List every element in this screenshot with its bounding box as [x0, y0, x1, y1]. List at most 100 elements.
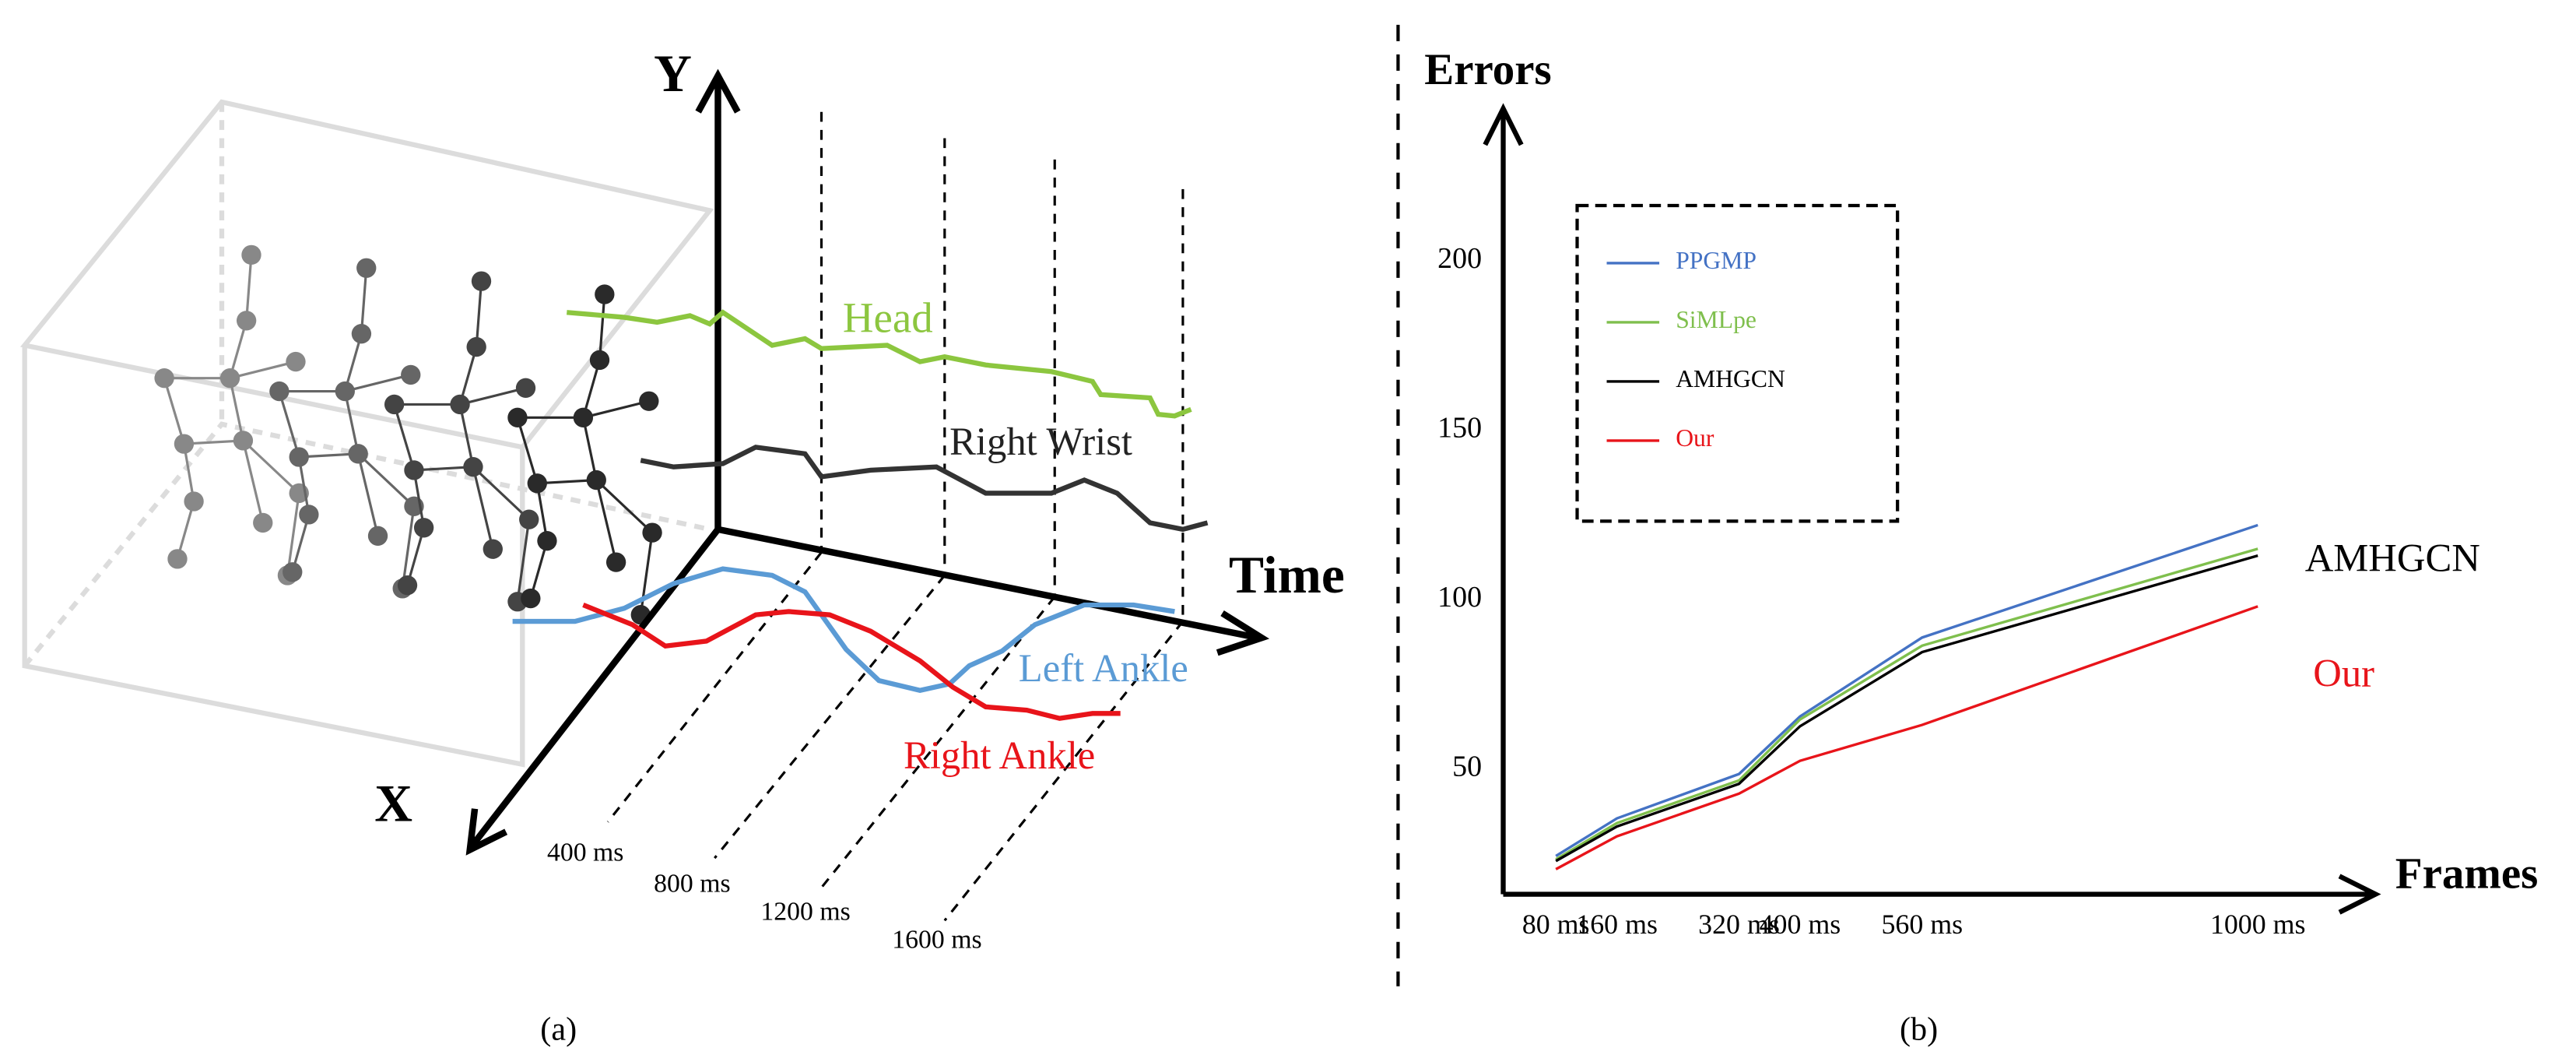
x-axis — [465, 527, 721, 856]
bone — [472, 466, 494, 550]
joint — [174, 434, 195, 454]
joint — [253, 512, 273, 533]
y-axis — [1483, 103, 1524, 895]
joint — [639, 391, 659, 411]
joint — [404, 460, 424, 480]
joint-label: Left Ankle — [1019, 646, 1188, 690]
joint — [351, 324, 372, 344]
bone — [581, 417, 598, 480]
joint — [589, 350, 610, 371]
legend-label: PPGMP — [1676, 247, 1757, 274]
legend-label: AMHGCN — [1676, 365, 1785, 392]
bone — [459, 386, 526, 406]
bone — [278, 391, 300, 458]
axis-label: Time — [1229, 546, 1345, 604]
joint — [483, 539, 503, 559]
axis-label: Y — [654, 44, 692, 103]
bone — [401, 506, 416, 589]
bone — [184, 439, 244, 445]
joint — [184, 491, 204, 512]
bone — [583, 399, 650, 419]
joint — [507, 407, 528, 428]
joint — [241, 244, 261, 266]
series-line — [1555, 554, 2258, 863]
bone — [163, 378, 185, 445]
caption: (b) — [1900, 1011, 1938, 1048]
joint — [384, 394, 405, 415]
bone — [343, 391, 360, 455]
annotation: AMHGCN — [2305, 536, 2480, 580]
bone — [299, 452, 359, 459]
legend-label: SiMLpe — [1676, 306, 1757, 333]
bone — [529, 540, 549, 599]
joint — [642, 522, 662, 543]
skeletons — [154, 244, 662, 625]
x-axis — [1503, 874, 2381, 915]
bone — [245, 255, 253, 321]
y-axis — [695, 69, 741, 529]
bone — [475, 281, 483, 347]
head-trajectory — [567, 309, 1192, 419]
bone — [230, 360, 297, 380]
bone — [291, 514, 311, 573]
y-tick-label: 100 — [1437, 581, 1482, 614]
bone — [595, 480, 618, 563]
time-guide — [714, 574, 946, 860]
x-tick-label: 1000 ms — [2210, 909, 2306, 940]
joint — [219, 368, 240, 389]
bone — [458, 346, 478, 405]
bone — [357, 452, 416, 508]
bone — [537, 478, 597, 485]
bone — [356, 453, 380, 536]
joint-label: Right Ankle — [904, 733, 1095, 777]
joint — [515, 378, 536, 399]
axis-label: X — [374, 774, 412, 832]
bone — [405, 527, 426, 586]
left-ankle-trajectory — [512, 566, 1175, 694]
box-front — [22, 345, 525, 768]
joint — [413, 518, 434, 538]
legend-box — [1575, 203, 1900, 523]
time-guide — [943, 621, 1184, 922]
legend-label: Our — [1676, 424, 1714, 452]
caption: (a) — [540, 1011, 577, 1048]
x-tick-label: 560 ms — [1881, 909, 1963, 940]
time-axis — [717, 526, 1270, 656]
time-label: 400 ms — [547, 839, 624, 867]
bone — [581, 360, 602, 418]
time-guide — [820, 596, 1056, 889]
joint — [167, 549, 188, 569]
joint — [356, 258, 377, 278]
bone — [176, 501, 195, 560]
joint — [527, 473, 547, 494]
bone — [393, 404, 416, 471]
joint — [595, 284, 615, 304]
joint — [586, 469, 606, 491]
bone — [344, 373, 412, 393]
bone — [343, 333, 363, 392]
joint — [537, 531, 557, 551]
joint — [154, 368, 174, 389]
bone — [229, 320, 248, 379]
annotation: Our — [2313, 652, 2374, 695]
x-tick-label: 160 ms — [1576, 909, 1658, 940]
joint — [348, 444, 368, 464]
joint — [233, 431, 254, 451]
joint — [299, 505, 319, 525]
joint-label: Head — [843, 294, 933, 342]
box-edge — [23, 421, 711, 668]
bone — [516, 417, 539, 484]
time-label: 800 ms — [654, 870, 731, 898]
time-guide — [606, 551, 823, 823]
y-axis-label: Errors — [1424, 45, 1552, 94]
trajectories — [512, 309, 1209, 721]
bone — [286, 493, 300, 576]
bone — [242, 439, 300, 494]
bone — [228, 378, 244, 441]
series-line — [1555, 605, 2258, 870]
joint — [471, 271, 492, 291]
bone — [458, 404, 475, 467]
bone — [516, 519, 531, 602]
bone — [413, 466, 474, 472]
x-tick-label: 400 ms — [1760, 909, 1841, 940]
